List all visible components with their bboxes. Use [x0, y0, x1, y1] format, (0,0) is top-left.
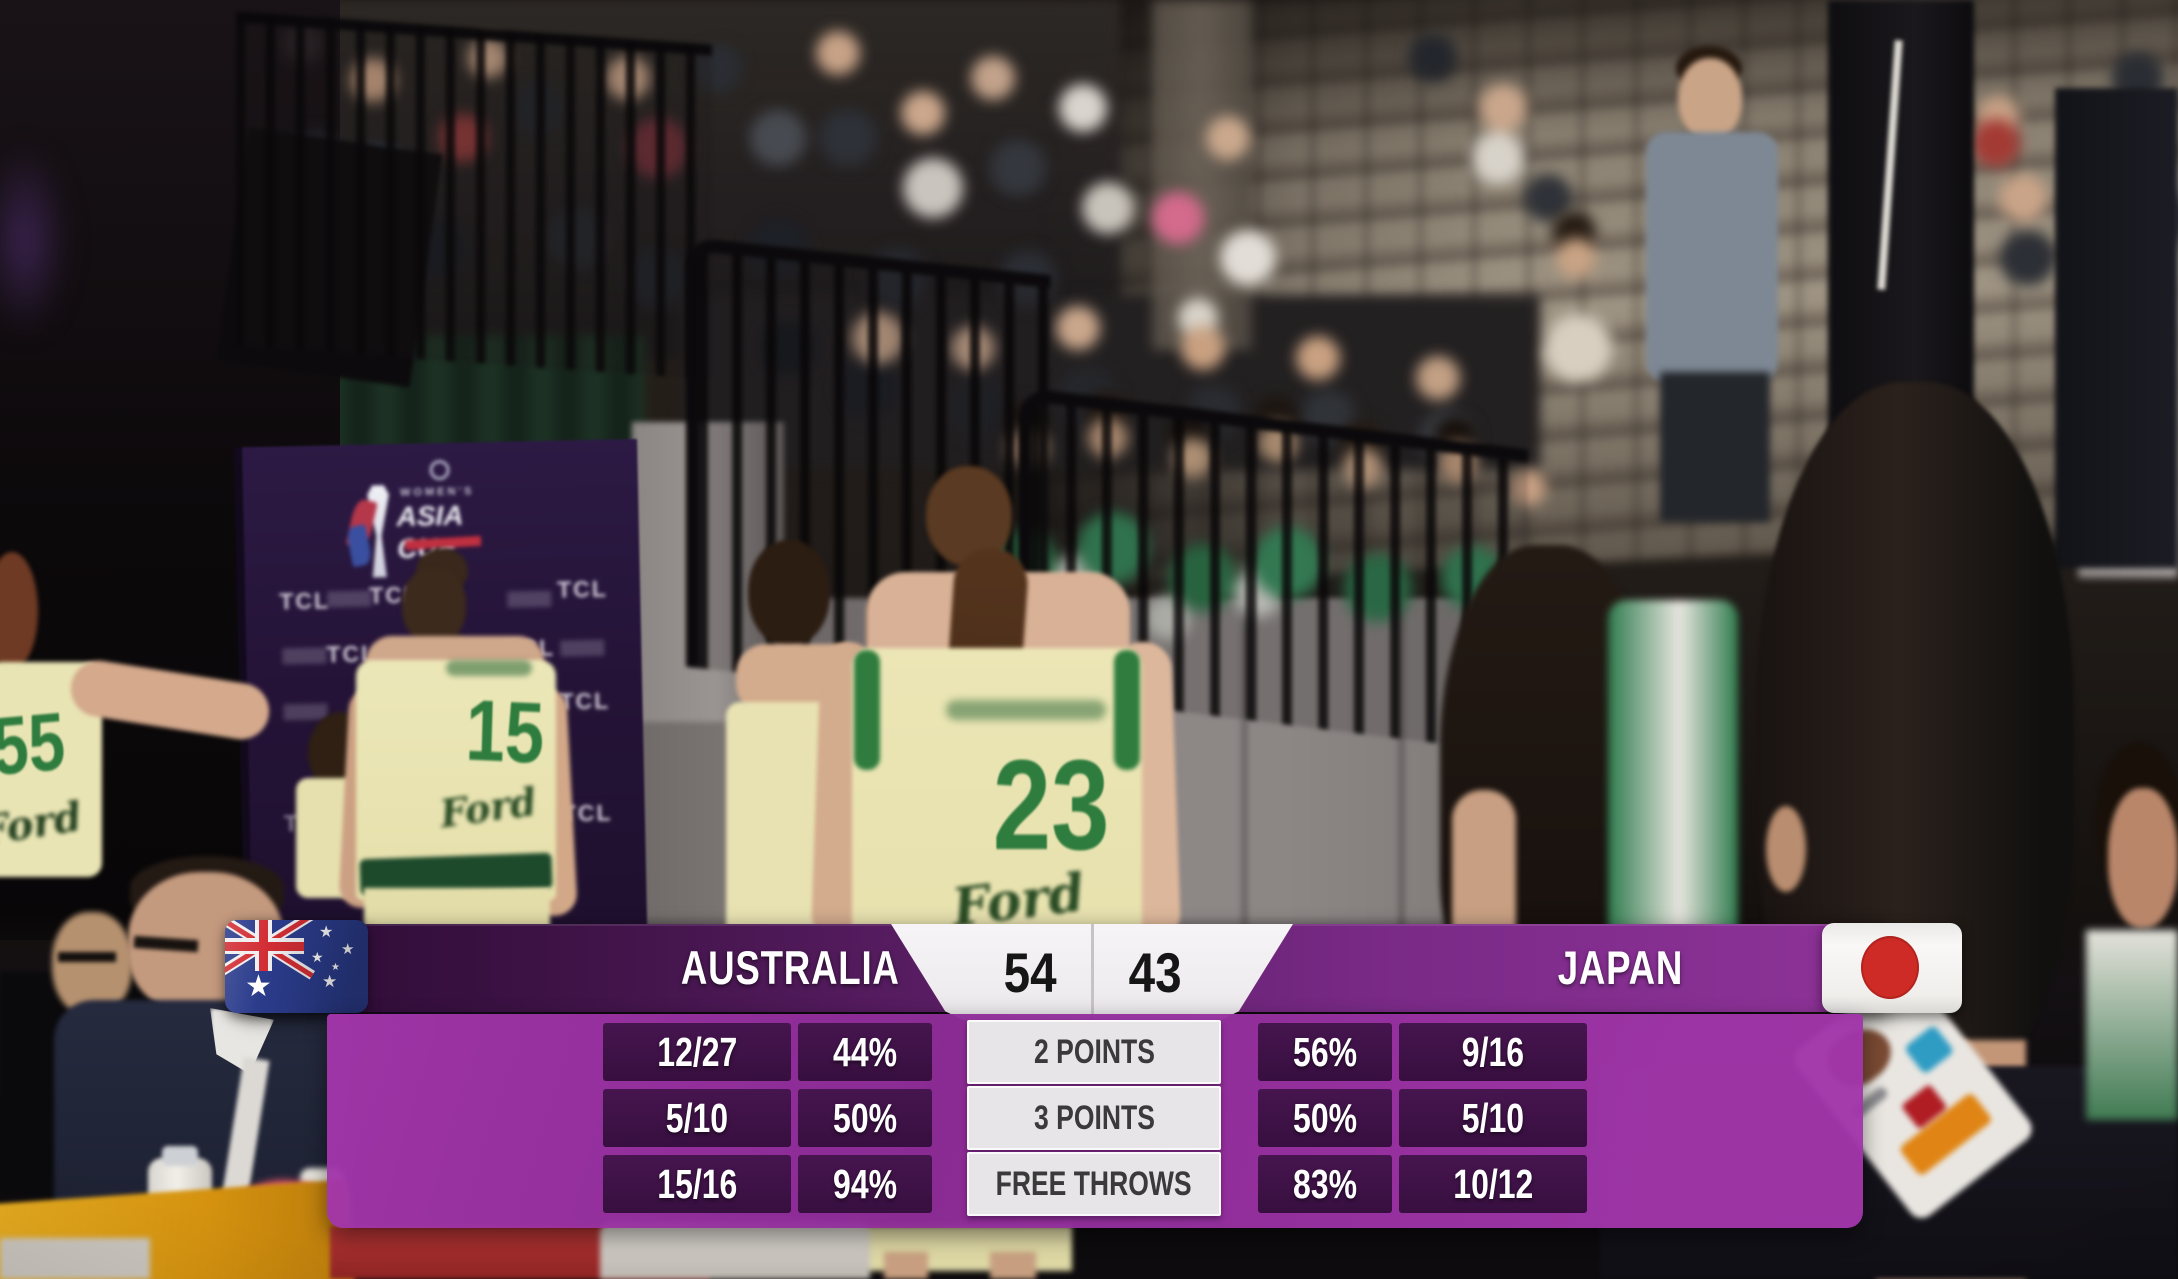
score-divider — [1091, 924, 1094, 1020]
stat-value: 5/10 — [1461, 1094, 1525, 1141]
stat-value: 5/10 — [665, 1094, 729, 1141]
stat-category-text: FREE THROWS — [996, 1164, 1192, 1203]
table-official-2-head — [52, 912, 132, 1016]
flag-shading — [225, 920, 368, 1013]
spectator-head — [1678, 58, 1742, 140]
stat-home-made: 5/10 — [603, 1089, 791, 1147]
flag-star: ★ — [319, 924, 333, 940]
stat-away-made: 10/12 — [1399, 1155, 1587, 1213]
stat-category-label: FREE THROWS — [967, 1152, 1221, 1216]
stat-value: 94% — [832, 1160, 898, 1207]
flag-star: ★ — [311, 951, 324, 965]
foreground-official-ear — [1766, 806, 1806, 892]
white-bag — [600, 1222, 870, 1279]
japan-flag-disc — [1861, 936, 1919, 999]
stat-away-pct: 56% — [1258, 1023, 1392, 1081]
flag-star: ★ — [322, 974, 337, 991]
away-score: 43 — [1094, 924, 1293, 1020]
stat-home-made: 12/27 — [603, 1023, 791, 1081]
flag-star: ★ — [245, 972, 272, 1002]
stat-away-pct: 50% — [1258, 1089, 1392, 1147]
stand-pillar — [1152, 0, 1252, 350]
spectator-shorts — [1660, 372, 1770, 522]
stat-home-pct: 50% — [798, 1089, 932, 1147]
flag-star: ★ — [331, 963, 340, 973]
stat-value: 50% — [832, 1094, 898, 1141]
stat-home-made: 15/16 — [603, 1155, 791, 1213]
japan-flag-icon — [1822, 923, 1962, 1013]
flag-star: ★ — [341, 942, 354, 957]
stat-category-label: 2 POINTS — [967, 1020, 1221, 1084]
home-team-name: AUSTRALIA — [370, 938, 930, 998]
teammate-hair — [748, 540, 830, 646]
home-score-value: 54 — [1003, 940, 1057, 1004]
stat-away-made: 5/10 — [1399, 1089, 1587, 1147]
australia-flag-icon: ★ ★ ★ ★ ★ ★ — [225, 920, 368, 1013]
player-23-leg — [884, 1252, 928, 1279]
stat-away-pct: 83% — [1258, 1155, 1392, 1213]
away-team-name: JAPAN — [1260, 938, 1820, 998]
stat-category-text: 3 POINTS — [1033, 1098, 1155, 1137]
green-white-jersey-person — [1608, 600, 1738, 980]
stat-home-pct: 44% — [798, 1023, 932, 1081]
far-right-spectator-shirt — [2086, 930, 2178, 1120]
home-score: 54 — [891, 924, 1091, 1020]
stat-value: 12/27 — [656, 1028, 738, 1075]
water-bottle-cap — [162, 1146, 198, 1166]
stat-value: 10/12 — [1452, 1160, 1534, 1207]
player-15-name-text — [446, 660, 532, 676]
player-23-number: 23 — [993, 736, 1110, 876]
stat-value: 9/16 — [1461, 1028, 1525, 1075]
stat-value: 44% — [832, 1028, 898, 1075]
player-23-jersey-trim — [1114, 650, 1140, 770]
staff-black-suit — [2055, 88, 2178, 568]
stat-home-pct: 94% — [798, 1155, 932, 1213]
player-23-jersey-trim — [854, 650, 880, 770]
stat-value: 15/16 — [656, 1160, 738, 1207]
player-23-name-text — [946, 700, 1106, 720]
stat-category-label: 3 POINTS — [967, 1086, 1221, 1150]
score-banner: 54 43 — [891, 924, 1293, 1020]
player-23-jersey — [852, 648, 1142, 950]
spectator-grey-polo — [1646, 132, 1778, 382]
away-team-name-label: JAPAN — [1557, 941, 1684, 994]
stat-value: 50% — [1292, 1094, 1358, 1141]
player-15-head — [402, 568, 466, 644]
flag-detail — [225, 941, 304, 951]
stat-value: 83% — [1292, 1160, 1358, 1207]
table-edge — [0, 1238, 150, 1279]
stat-away-made: 9/16 — [1399, 1023, 1587, 1081]
stat-value: 56% — [1292, 1028, 1358, 1075]
stats-panel: 12/27 44% 2 POINTS 56% 9/16 5/10 50% 3 P… — [327, 1014, 1863, 1228]
player-15-shorts — [364, 888, 550, 928]
home-team-name-label: AUSTRALIA — [680, 941, 900, 994]
flag-shading — [1822, 923, 1962, 1013]
far-right-spectator-face — [2108, 788, 2178, 928]
away-score-value: 43 — [1128, 940, 1182, 1004]
stat-category-text: 2 POINTS — [1033, 1032, 1155, 1071]
table-official-2-glasses — [58, 952, 116, 962]
player-23-leg — [990, 1252, 1036, 1279]
